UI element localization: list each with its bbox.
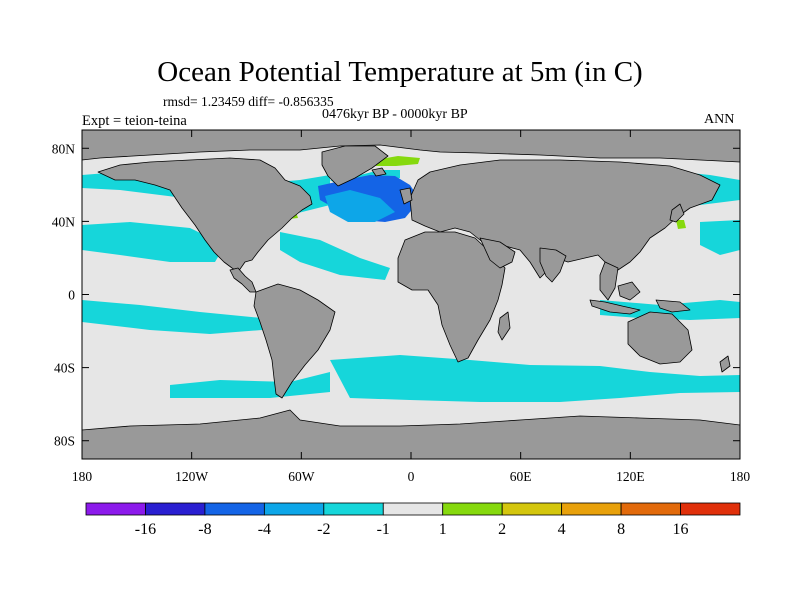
- colorbar-label: 8: [617, 521, 625, 538]
- season-label: ANN: [704, 112, 735, 127]
- x-tick-label: 0: [408, 469, 415, 484]
- y-tick-label: 40S: [54, 361, 75, 376]
- x-tick-label: 60W: [288, 469, 315, 484]
- colorbar-label: -4: [258, 521, 271, 538]
- map-title: Ocean Potential Temperature at 5m (in C): [157, 56, 643, 88]
- x-tick-label: 180: [730, 469, 751, 484]
- colorbar-label: 1: [439, 521, 447, 538]
- x-tick-label: 180: [72, 469, 93, 484]
- colorbar-label: -2: [317, 521, 330, 538]
- colorbar-swatch: [442, 502, 503, 516]
- period-label: 0476kyr BP - 0000kyr BP: [322, 107, 468, 122]
- colorbar-swatch: [145, 502, 206, 516]
- colorbar-label: -8: [198, 521, 211, 538]
- x-tick-label: 120W: [175, 469, 208, 484]
- kuroshio-warming: [676, 220, 686, 229]
- colorbar-label: -16: [135, 521, 156, 538]
- colorbar-label: 16: [673, 521, 689, 538]
- y-tick-label: 0: [68, 288, 75, 303]
- colorbar-label: 2: [498, 521, 506, 538]
- colorbar-label: 4: [558, 521, 566, 538]
- longitude-axis: 180 120W 60W 0 60E 120E 180: [72, 130, 751, 484]
- y-tick-label: 80N: [52, 141, 76, 156]
- greenland-sea-warming: [374, 156, 420, 166]
- colorbar-swatch: [561, 502, 622, 516]
- colorbar-swatch: [680, 502, 741, 516]
- colorbar: [85, 502, 741, 516]
- map-field: [82, 130, 740, 459]
- x-tick-label: 60E: [510, 469, 532, 484]
- y-tick-label: 80S: [54, 434, 75, 449]
- colorbar-swatch: [620, 502, 681, 516]
- stats-line: rmsd= 1.23459 diff= -0.856335: [163, 94, 334, 109]
- colorbar-labels: -16 -8 -4 -2 -1 1 2 4 8 16: [135, 521, 689, 538]
- colorbar-label: -1: [377, 521, 390, 538]
- colorbar-swatch: [323, 502, 384, 516]
- latitude-axis: 80N 40N 0 40S 80S: [52, 141, 740, 449]
- experiment-label: Expt = teion-teina: [82, 113, 187, 129]
- colorbar-swatch: [85, 502, 146, 516]
- colorbar-swatch: [501, 502, 563, 516]
- colorbar-swatch: [382, 502, 444, 516]
- colorbar-swatch: [263, 502, 325, 516]
- land-masses: [82, 130, 740, 459]
- x-tick-label: 120E: [616, 469, 645, 484]
- colorbar-swatch: [204, 502, 265, 516]
- y-tick-label: 40N: [52, 214, 76, 229]
